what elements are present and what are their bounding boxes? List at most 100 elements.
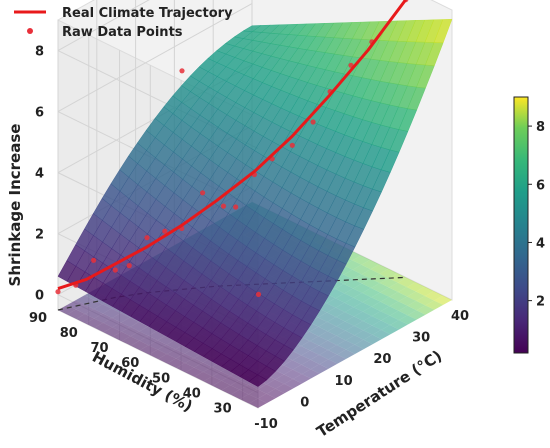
x-tick-label: 30 [412,331,430,346]
floor-cell [362,306,381,317]
floor-cell [328,345,346,355]
floor-cell [344,307,363,317]
raw-data-point [144,235,150,241]
floor-cell [336,340,355,350]
floor-cell [398,296,417,306]
y-tick-label: 40 [183,386,201,401]
floor-cell [185,367,204,377]
floor-cell [130,340,149,351]
floor-cell [318,331,337,341]
floor-cell [75,295,94,305]
x-tick-label: -10 [254,417,278,432]
floor-cell [389,292,408,302]
floor-cell [157,344,176,355]
floor-cell [75,304,94,314]
surface-mesh [57,18,453,387]
floor-cell [379,278,398,288]
floor-cell [319,359,338,369]
floor-cell [343,269,362,280]
floor-cell [434,295,452,305]
floor-cell [319,350,338,360]
floor-cell [148,340,167,350]
floor-cell [407,291,425,301]
z-tick-label: 4 [35,167,44,182]
floor-cell [345,344,364,354]
floor-cell [371,301,390,312]
floor-cell [230,380,249,390]
floor-cell [425,291,443,301]
floor-cell [309,326,328,337]
floor-cell [398,315,417,325]
floor-cell [381,325,400,335]
colorbar-tick-label: 4 [536,237,545,252]
floor-cell [388,282,407,292]
floor-cell [372,320,390,330]
x-tick-label: 40 [451,309,469,324]
floor-cell [275,383,294,394]
floor-cell [344,288,363,298]
trajectory-line [57,0,408,291]
raw-data-point [200,190,206,196]
raw-data-point [55,289,61,295]
floor-cell [363,334,382,345]
floor-cell [344,279,362,289]
floor-cell [103,318,122,328]
floor-cell [203,367,222,377]
floor-cell [221,385,240,395]
floor-cell [390,320,408,330]
raw-data-point [310,119,316,125]
colorbar-gradient [513,96,529,354]
raw-data-point [255,291,262,297]
floor-cell [425,300,444,310]
floor-cell [112,313,130,323]
trajectory-line-path [57,0,408,291]
floor-cell [121,326,140,337]
floor-cell [166,349,185,359]
floor-cell [362,288,381,298]
floor-cell [158,354,176,364]
floor-cell [327,317,346,327]
floor-cell [266,370,284,380]
floor-cell [361,278,380,288]
floor-cell [85,309,103,319]
floor-cell [121,336,140,346]
floor-cell [257,393,276,404]
floor-cell [361,259,380,270]
floor-cell [292,346,311,356]
floor-cell [139,345,158,355]
floor-cell [318,340,337,350]
floor-cell [239,384,258,395]
floor-cell [275,374,293,384]
raw-data-point [162,228,168,234]
floor-cell [185,358,203,368]
floor-cell [310,364,329,374]
z-tick-label: 8 [35,45,44,60]
floor-cell [283,350,302,361]
floor-cell [310,345,328,355]
floor-cell [212,371,231,381]
floor-cell [370,273,389,284]
floor-cell [318,312,336,322]
raw-data-point [91,257,97,263]
floor-cell [167,358,185,368]
floor-cell [130,322,149,332]
floor-cell [301,369,320,379]
floor-cell [363,325,382,335]
y-tick-label: 30 [214,402,232,417]
floor-cell [415,286,434,296]
floor-cell [301,350,320,360]
floor-cell [194,362,212,372]
colorbar-tick-label: 6 [536,178,545,193]
floor-cell [362,297,381,307]
floor-cell [407,300,426,311]
floor-cell [93,304,112,314]
floor-cell [284,379,303,389]
floor-cell [248,398,267,408]
colorbar: 2 4 6 8 [513,96,545,354]
floor-cell [353,292,372,303]
floor-cell [139,335,158,346]
floor-cell [345,325,364,336]
floor-cell [292,364,311,375]
